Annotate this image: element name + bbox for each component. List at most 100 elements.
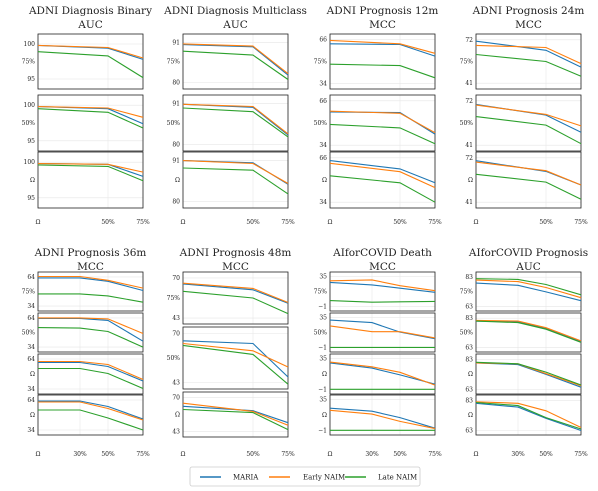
row-label: 50% <box>22 330 36 337</box>
series-line-early-naim <box>38 275 144 289</box>
subplot-frame <box>329 94 436 152</box>
row-label: Ω <box>468 371 473 378</box>
series-line-maria <box>38 361 144 382</box>
row-label: 75% <box>314 289 328 296</box>
y-tick-label: 34 <box>319 199 327 206</box>
subplot: 91 80 Ω <box>172 151 289 209</box>
panel-title: ADNI Diagnosis Binary <box>28 5 152 17</box>
subplot-frame <box>37 33 144 90</box>
x-tick-label: 75% <box>574 451 588 458</box>
y-tick-label: 64 <box>27 315 35 322</box>
x-tick-label: 75% <box>281 451 295 458</box>
series-line-maria <box>182 44 289 76</box>
subplot-frame <box>182 33 289 90</box>
subplot-frame <box>475 312 582 353</box>
series-line-early-naim <box>475 401 582 428</box>
y-tick-label: 70 <box>172 275 180 282</box>
panel-metric-title: AUC <box>222 19 247 31</box>
subplot: 35 −1 75% <box>314 271 436 312</box>
row-label: 50% <box>314 330 328 337</box>
series-line-early-naim <box>38 317 144 335</box>
x-tick-label: 50% <box>101 219 115 226</box>
series-line-late-naim <box>38 367 144 390</box>
row-label: 50% <box>314 120 328 127</box>
x-tick-label: 75% <box>281 219 295 226</box>
subplot: 64 34 Ω <box>27 353 144 395</box>
series-line-late-naim <box>182 167 289 195</box>
series-line-early-naim <box>475 319 582 342</box>
subplot-frame <box>329 353 436 395</box>
subplot: 64 34 Ω <box>27 394 144 436</box>
y-tick-label: 80 <box>172 79 180 86</box>
panel-adni-prognosis-24m-mcc: ADNI Prognosis 24m MCC 72 41 75% 72 41 50% 72 41 Ω… <box>460 5 588 226</box>
y-tick-label: 80 <box>172 198 180 205</box>
subplot: 70 43 75% <box>167 271 289 325</box>
row-label: 75% <box>167 59 181 66</box>
y-tick-label: 72 <box>465 98 473 105</box>
series-line-late-naim <box>38 293 144 303</box>
y-tick-label: 34 <box>319 80 327 87</box>
x-tick-label: Ω <box>36 451 41 458</box>
series-line-maria <box>475 402 582 432</box>
row-label: Ω <box>30 371 35 378</box>
subplot-frame <box>329 151 436 209</box>
series-line-late-naim <box>475 278 582 296</box>
subplot-frame <box>475 151 582 209</box>
y-tick-label: 95 <box>27 195 35 202</box>
y-tick-label: 91 <box>172 101 180 108</box>
series-line-early-naim <box>182 402 289 426</box>
subplot-frame <box>37 271 144 312</box>
series-line-early-naim <box>329 361 436 386</box>
y-tick-label: 43 <box>172 379 180 386</box>
row-label: Ω <box>468 412 473 419</box>
series-line-late-naim <box>37 327 144 348</box>
row-label: Ω <box>30 412 35 419</box>
subplot: 70 43 Ω <box>172 391 289 438</box>
panel-title: ADNI Diagnosis Multiclass <box>163 5 307 17</box>
subplot-frame <box>475 33 582 90</box>
subplot-frame <box>329 394 436 436</box>
legend-label-maria: MARIA <box>233 474 259 482</box>
series-line-maria <box>475 40 582 68</box>
y-tick-label: 83 <box>465 274 473 281</box>
subplot: 72 41 50% <box>460 94 582 152</box>
series-line-early-naim <box>329 279 436 292</box>
panel-adni-prognosis-12m-mcc: ADNI Prognosis 12m MCC 66 34 75% 66 34 50% 66 34 Ω… <box>314 5 442 226</box>
series-line-maria <box>38 400 144 420</box>
subplot: 66 34 Ω <box>319 151 436 209</box>
series-line-late-naim <box>37 164 144 182</box>
subplot: 83 63 75% <box>460 271 582 312</box>
series-line-early-naim <box>329 110 436 134</box>
x-tick-label: 50% <box>539 451 553 458</box>
series-line-early-naim <box>475 161 582 186</box>
panel-metric-title: MCC <box>369 261 396 273</box>
series-line-early-naim <box>475 279 582 299</box>
row-label: Ω <box>468 177 473 184</box>
y-tick-label: 41 <box>465 199 473 206</box>
series-line-early-naim <box>475 104 582 127</box>
subplot: 100 95 75% <box>22 33 144 90</box>
row-label: 50% <box>460 330 474 337</box>
series-line-maria <box>329 407 436 429</box>
series-line-early-naim <box>38 360 144 381</box>
subplot: 83 63 Ω <box>465 394 582 436</box>
y-tick-label: 63 <box>465 427 473 434</box>
panel-adni-prognosis-48m-mcc: ADNI Prognosis 48m MCC 70 43 75% 70 43 50% 70 43 Ω… <box>167 247 295 458</box>
y-tick-label: 34 <box>27 386 35 393</box>
legend-frame <box>189 466 421 487</box>
y-tick-label: −1 <box>318 386 327 393</box>
y-tick-label: 66 <box>319 37 327 44</box>
series-line-early-naim <box>329 162 436 189</box>
subplot: 83 63 50% <box>460 312 582 353</box>
series-line-early-naim <box>182 160 289 184</box>
subplot-frame <box>182 391 289 438</box>
series-line-late-naim <box>475 116 582 145</box>
x-tick-label: 50% <box>393 219 407 226</box>
series-line-early-naim <box>182 342 289 368</box>
subplot: 72 41 Ω <box>465 151 582 209</box>
y-tick-label: 100 <box>24 41 36 48</box>
row-label: Ω <box>175 412 180 419</box>
series-line-maria <box>182 405 289 424</box>
y-tick-label: −1 <box>318 303 327 310</box>
